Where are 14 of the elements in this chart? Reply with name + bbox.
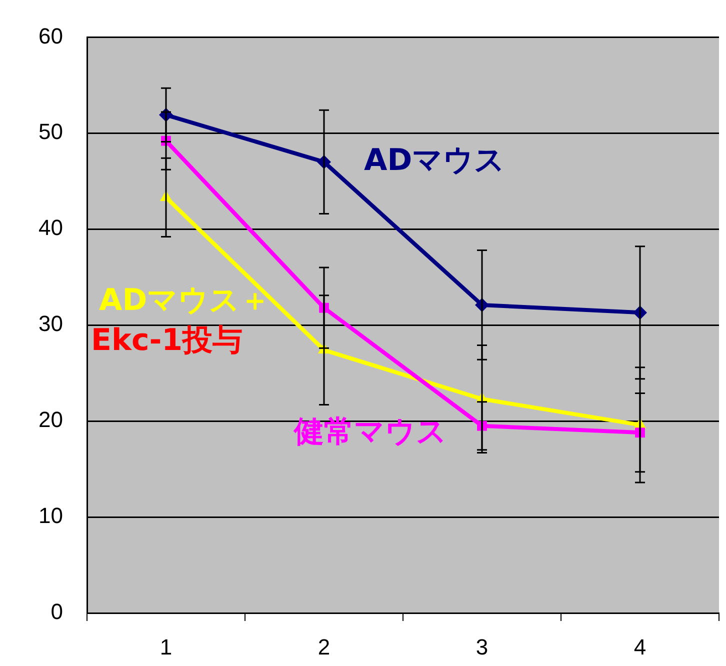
y-tick-label: 30 (38, 311, 63, 336)
series-label: ADマウス (364, 142, 506, 178)
x-tick-label: 2 (318, 634, 330, 660)
y-tick-label: 0 (50, 599, 63, 624)
x-tick-label: 1 (160, 634, 172, 660)
y-tick-label: 40 (38, 215, 63, 240)
y-tick-label: 50 (38, 119, 63, 144)
y-tick-label: 60 (38, 23, 63, 48)
x-tick-label: 4 (634, 634, 646, 660)
y-tick-label: 20 (38, 407, 63, 432)
series-label: 健常マウス (293, 414, 447, 450)
y-tick-label: 10 (38, 503, 63, 528)
series-label: ADマウス＋Ekc-1投与 (91, 282, 270, 358)
x-tick-label: 3 (476, 634, 488, 660)
